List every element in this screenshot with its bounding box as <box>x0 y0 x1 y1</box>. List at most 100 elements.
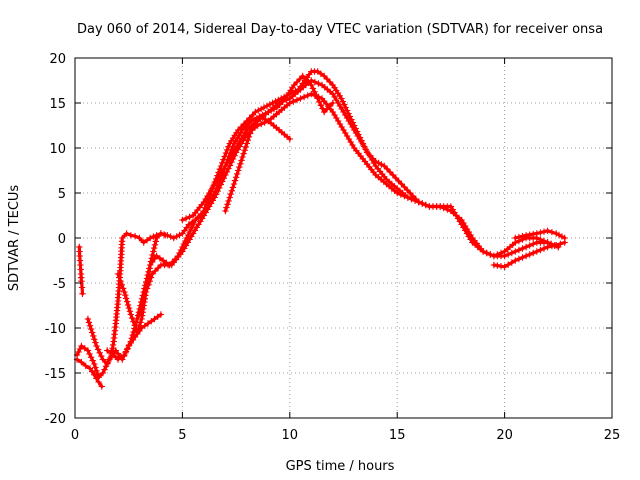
data-point <box>222 171 229 179</box>
data-point-fill <box>75 348 82 356</box>
data-point-fill <box>246 130 254 137</box>
data-point <box>321 108 328 116</box>
data-point-fill <box>312 91 320 99</box>
data-point <box>230 180 238 188</box>
data-point-fill <box>139 301 146 309</box>
y-tick-label: -15 <box>45 367 66 382</box>
data-point <box>338 95 345 102</box>
data-point-fill <box>530 230 537 238</box>
y-tick-label: 10 <box>49 142 66 157</box>
data-point <box>544 227 551 234</box>
data-point-fill <box>232 174 240 181</box>
x-tick-label: 25 <box>604 428 621 443</box>
data-point <box>95 378 102 386</box>
data-point-fill <box>86 350 93 358</box>
data-point-fill <box>240 150 247 157</box>
data-point <box>522 243 530 251</box>
data-point-fill <box>258 105 265 113</box>
data-point <box>119 234 126 242</box>
data-point-fill <box>515 246 523 254</box>
data-point-fill <box>515 233 523 241</box>
data-point-fill <box>315 80 322 87</box>
data-point-fill <box>548 229 556 236</box>
data-point <box>308 81 315 89</box>
data-point <box>153 234 160 242</box>
data-point-fill <box>497 263 505 270</box>
data-point <box>127 338 134 345</box>
data-point-fill <box>124 301 132 309</box>
data-point-fill <box>149 251 156 259</box>
data-point-fill <box>101 366 108 373</box>
data-point-fill <box>195 213 202 221</box>
data-point-fill <box>87 354 95 361</box>
data-point-fill <box>156 255 163 262</box>
data-point-fill <box>270 105 278 113</box>
data-point <box>235 126 242 134</box>
data-point-fill <box>154 264 162 272</box>
data-point-fill <box>228 187 235 194</box>
data-point <box>170 234 177 242</box>
data-point-fill <box>116 274 123 281</box>
data-point-fill <box>309 85 317 92</box>
data-point-fill <box>304 92 311 99</box>
data-point-fill <box>311 78 319 86</box>
data-point-fill <box>557 240 564 248</box>
data-point-fill <box>131 325 138 332</box>
data-point-fill <box>86 322 94 329</box>
x-tick-label: 15 <box>389 428 406 443</box>
data-point-fill <box>236 163 243 171</box>
series-pass-10 <box>490 239 568 270</box>
data-point-fill <box>317 102 325 109</box>
data-point-fill <box>225 143 232 150</box>
data-point <box>123 230 130 237</box>
x-tick-label: 10 <box>282 428 299 443</box>
data-point <box>157 311 165 318</box>
data-point <box>512 248 519 255</box>
y-tick-label: -20 <box>45 412 66 427</box>
data-point <box>127 232 134 239</box>
data-point <box>260 104 268 111</box>
y-tick-label: -10 <box>45 322 66 337</box>
data-point-fill <box>240 120 248 128</box>
data-point-fill <box>150 248 157 255</box>
data-point-fill <box>167 233 174 240</box>
y-tick-label: 15 <box>49 97 66 112</box>
data-point <box>243 117 250 125</box>
data-point-fill <box>246 114 253 122</box>
data-point <box>99 369 107 377</box>
data-point-fill <box>290 98 297 105</box>
data-point-fill <box>508 259 515 266</box>
data-point-fill <box>245 133 253 140</box>
data-point-fill <box>279 98 286 105</box>
data-point-fill <box>219 178 226 185</box>
data-point-fill <box>404 186 411 194</box>
data-point-fill <box>422 201 429 209</box>
data-point <box>501 252 508 260</box>
data-point-fill <box>323 105 331 113</box>
data-point-fill <box>242 143 249 151</box>
data-point-fill <box>220 156 227 163</box>
data-point-fill <box>224 146 231 154</box>
data-point <box>78 278 85 285</box>
data-point-fill <box>217 181 224 188</box>
data-point-fill <box>305 78 312 86</box>
data-point-fill <box>341 101 348 108</box>
data-point-fill <box>342 104 349 111</box>
series-pass-11 <box>512 227 568 242</box>
y-tick-label: 5 <box>58 187 66 202</box>
data-point <box>321 72 328 80</box>
data-point <box>136 234 143 242</box>
data-point-fill <box>238 157 245 164</box>
data-point <box>522 252 530 260</box>
data-point-fill <box>526 242 533 249</box>
data-point-fill <box>515 255 523 263</box>
data-point-fill <box>89 357 96 364</box>
data-point <box>297 95 304 102</box>
data-point-fill <box>225 197 232 205</box>
data-point-fill <box>483 249 490 257</box>
data-point <box>84 315 92 323</box>
data-point-fill <box>343 107 351 114</box>
data-point-fill <box>147 274 155 281</box>
data-point-fill <box>227 190 234 198</box>
data-point-fill <box>411 197 419 204</box>
